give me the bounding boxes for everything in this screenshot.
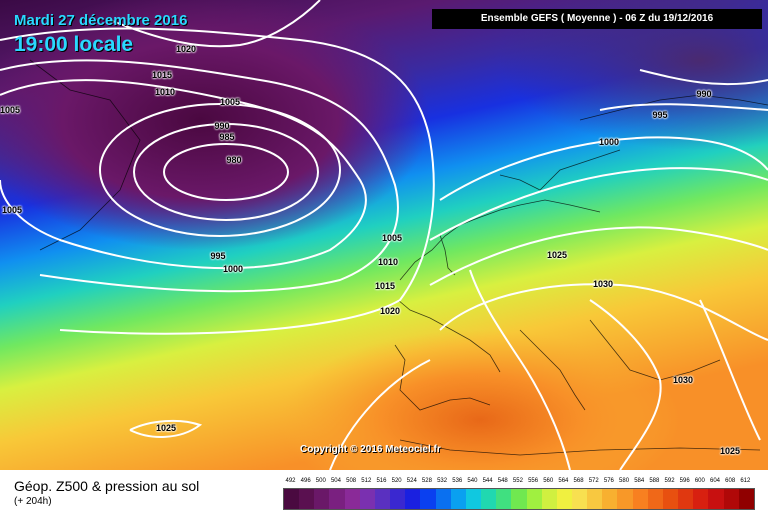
scale-tick-label: 504 — [330, 478, 341, 484]
scale-cell — [723, 489, 739, 509]
scale-tick-label: 604 — [710, 478, 721, 484]
isobar-label: 1020 — [379, 306, 401, 316]
scale-tick-label: 608 — [725, 478, 736, 484]
isobar-label: 985 — [219, 132, 235, 142]
scale-cell — [738, 489, 754, 509]
scale-cell — [481, 489, 497, 509]
scale-tick-label: 528 — [421, 478, 432, 484]
scale-tick-label: 576 — [603, 478, 614, 484]
scale-cell — [708, 489, 724, 509]
isobar-label: 1005 — [381, 233, 403, 243]
scale-cell — [587, 489, 603, 509]
scale-cell — [314, 489, 330, 509]
model-run-label: Ensemble GEFS ( Moyenne ) - 06 Z du 19/1… — [432, 9, 762, 29]
isobar-label: 1010 — [377, 257, 399, 267]
scale-cell — [359, 489, 375, 509]
scale-tick-label: 564 — [558, 478, 569, 484]
scale-cell — [617, 489, 633, 509]
isobar-label: 1025 — [719, 446, 741, 456]
color-scale-ticks: 492 496 500 504 508 512 516 520 524 528 532 536 540 5… — [283, 478, 753, 488]
scale-tick-label: 520 — [391, 478, 402, 484]
isobar-label: 1015 — [374, 281, 396, 291]
scale-cell — [602, 489, 618, 509]
legend-footer: Géop. Z500 & pression au sol (+ 204h) 49… — [0, 470, 768, 512]
isobar-label: 995 — [652, 110, 668, 120]
scale-tick-label: 516 — [376, 478, 387, 484]
isobar-label: 1005 — [0, 105, 21, 115]
scale-cell — [678, 489, 694, 509]
scale-tick-label: 544 — [482, 478, 493, 484]
scale-tick-label: 584 — [634, 478, 645, 484]
scale-cell — [541, 489, 557, 509]
scale-cell — [526, 489, 542, 509]
scale-tick-label: 532 — [437, 478, 448, 484]
scale-tick-label: 548 — [497, 478, 508, 484]
isobar-label: 1000 — [598, 137, 620, 147]
scale-cell — [632, 489, 648, 509]
forecast-time: 19:00 locale — [14, 33, 134, 56]
isobar-label: 1010 — [154, 87, 176, 97]
scale-tick-label: 552 — [512, 478, 523, 484]
scale-tick-label: 556 — [528, 478, 539, 484]
isobar-label: 1025 — [155, 423, 177, 433]
scale-cell — [662, 489, 679, 509]
scale-cell — [571, 489, 588, 509]
isobar-label: 1005 — [1, 205, 23, 215]
isobar-label: 980 — [226, 155, 242, 165]
chart-title: Géop. Z500 & pression au sol — [14, 478, 200, 494]
scale-tick-label: 496 — [300, 478, 311, 484]
scale-cell — [284, 489, 300, 509]
scale-cell — [496, 489, 512, 509]
scale-cell — [511, 489, 527, 509]
forecast-lead: (+ 204h) — [14, 496, 52, 507]
scale-tick-label: 536 — [452, 478, 463, 484]
isobar-label: 1020 — [175, 44, 197, 54]
scale-tick-label: 500 — [315, 478, 326, 484]
geopotential-field — [0, 0, 768, 470]
scale-cell — [405, 489, 421, 509]
coastlines — [29, 59, 768, 456]
scale-cell — [693, 489, 709, 509]
scale-tick-label: 596 — [679, 478, 690, 484]
scale-tick-label: 492 — [285, 478, 296, 484]
forecast-date: Mardi 27 décembre 2016 — [14, 12, 188, 29]
isobar-label: 1030 — [592, 279, 614, 289]
color-scale-bar — [283, 488, 755, 510]
scale-tick-label: 572 — [588, 478, 599, 484]
isobars — [0, 0, 768, 470]
scale-cell — [556, 489, 572, 509]
scale-tick-label: 560 — [543, 478, 554, 484]
copyright: Copyright © 2016 Meteociel.fr — [300, 444, 441, 455]
scale-cell — [465, 489, 482, 509]
scale-cell — [435, 489, 451, 509]
isobar-label: 990 — [214, 121, 230, 131]
isobar-label: 1005 — [219, 97, 241, 107]
isobar-label: 1030 — [672, 375, 694, 385]
isobar-label: 1000 — [222, 264, 244, 274]
isobar-label: 1015 — [151, 70, 173, 80]
scale-cell — [329, 489, 345, 509]
scale-cell — [420, 489, 436, 509]
scale-tick-label: 512 — [361, 478, 372, 484]
scale-cell — [374, 489, 391, 509]
scale-cell — [344, 489, 360, 509]
scale-tick-label: 600 — [694, 478, 705, 484]
isobar-label: 990 — [696, 89, 712, 99]
scale-cell — [647, 489, 663, 509]
scale-cell — [299, 489, 315, 509]
weather-map: Mardi 27 décembre 2016 19:00 locale Ense… — [0, 0, 768, 470]
scale-tick-label: 568 — [573, 478, 584, 484]
scale-tick-label: 588 — [649, 478, 660, 484]
scale-tick-label: 508 — [346, 478, 357, 484]
scale-tick-label: 580 — [619, 478, 630, 484]
scale-tick-label: 612 — [740, 478, 751, 484]
scale-tick-label: 592 — [664, 478, 675, 484]
isobar-label: 995 — [210, 251, 226, 261]
scale-tick-label: 524 — [406, 478, 417, 484]
isobar-label: 1025 — [546, 250, 568, 260]
scale-cell — [390, 489, 406, 509]
scale-tick-label: 540 — [467, 478, 478, 484]
scale-cell — [450, 489, 466, 509]
